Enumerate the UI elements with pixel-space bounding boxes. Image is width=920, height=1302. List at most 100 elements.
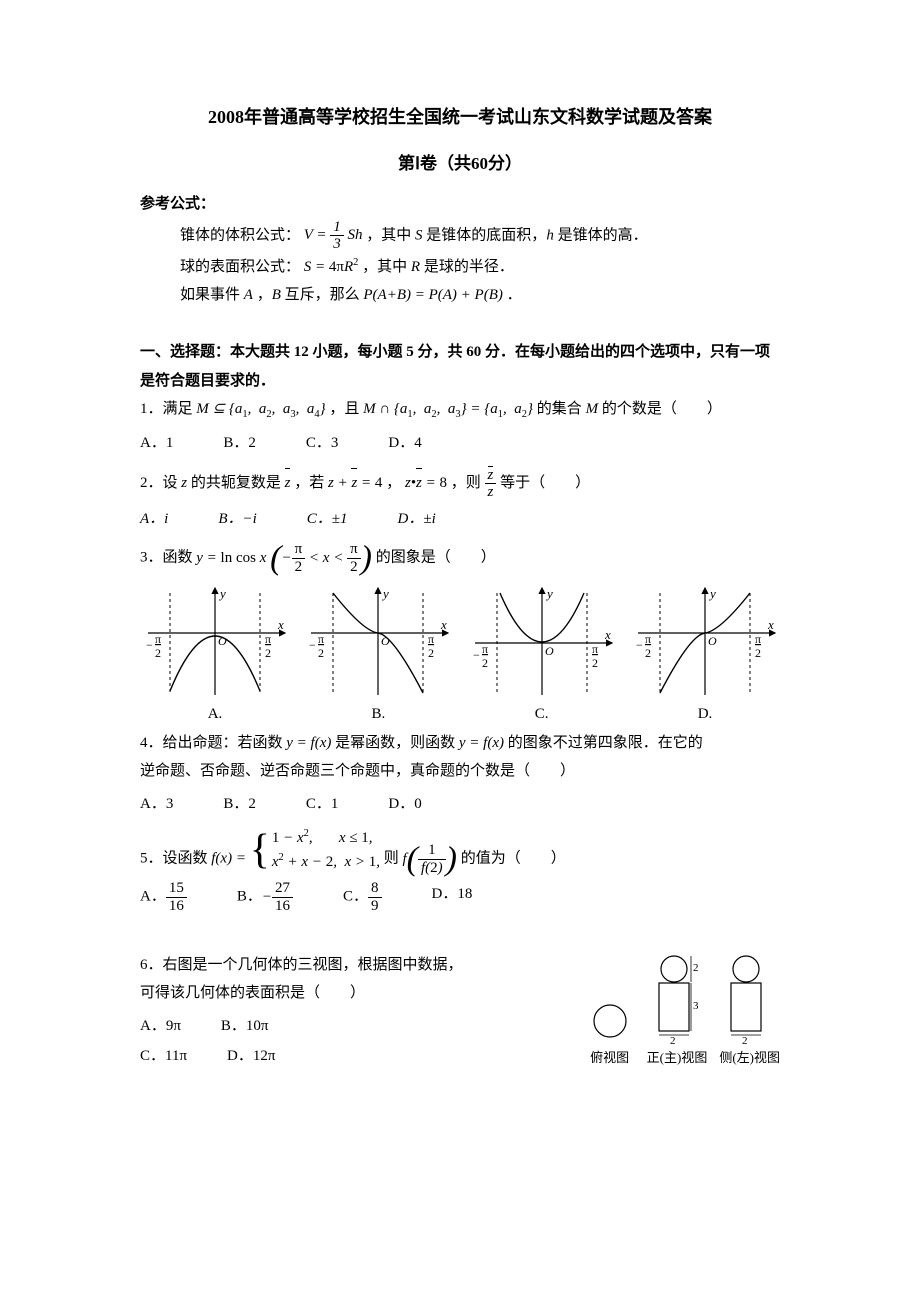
svg-text:2: 2	[155, 646, 161, 660]
graph-b-label: B.	[303, 700, 453, 729]
q2-opt-b: B．−i	[218, 505, 256, 534]
q2-d: ，	[386, 475, 401, 491]
q2-c: ，若	[294, 475, 328, 491]
q6-side-label: 侧(左)视图	[719, 1046, 780, 1071]
svg-text:O: O	[708, 634, 717, 648]
graph-c-label: C.	[467, 700, 617, 729]
svg-text:π: π	[155, 632, 161, 646]
q6-opt-a: A．9π	[140, 1012, 181, 1041]
ref1-a: 锥体的体积公式：	[180, 227, 300, 243]
q6-opt-d: D．12π	[227, 1042, 275, 1071]
ref1-d: 是锥体的高．	[558, 227, 648, 243]
q1-d: 的个数是（ ）	[602, 401, 722, 417]
svg-text:x: x	[604, 627, 611, 642]
ref1-b: ，其中	[366, 227, 415, 243]
q6-views: 俯视图 2 3 2 正(主)视图 2 侧(左)视图	[585, 951, 780, 1071]
svg-text:π: π	[265, 632, 271, 646]
q6-b: 可得该几何体的表面积是（ ）	[140, 979, 567, 1008]
graph-d-label: D.	[630, 700, 780, 729]
q4-opt-c: C．1	[306, 790, 339, 819]
ref3-c: 互斥，那么	[285, 287, 364, 303]
svg-text:2: 2	[318, 646, 324, 660]
ref2-c: 是球的半径．	[424, 259, 514, 275]
svg-text:O: O	[218, 634, 227, 648]
svg-text:y: y	[381, 586, 389, 601]
question-2: 2．设 z 的共轭复数是 z ，若 z + z = 4 ， z•z = 8 ，则…	[140, 466, 780, 501]
svg-text:2: 2	[755, 646, 761, 660]
q3-graphs: y x O − π 2 π 2 A. y x O − π 2 π 2 B.	[140, 583, 780, 729]
q3-b: 的图象是（ ）	[376, 550, 496, 566]
svg-text:x: x	[277, 617, 284, 632]
svg-text:π: π	[318, 632, 324, 646]
svg-text:2: 2	[482, 656, 488, 670]
ref2-a: 球的表面积公式：	[180, 259, 300, 275]
ref1-c: 是锥体的底面积，	[426, 227, 546, 243]
q6-front-label: 正(主)视图	[647, 1046, 708, 1071]
svg-text:x: x	[440, 617, 447, 632]
q4-options: A．3 B．2 C．1 D．0	[140, 790, 780, 819]
graph-b: y x O − π 2 π 2 B.	[303, 583, 453, 729]
q2-b: 的共轭复数是	[191, 475, 285, 491]
q1-opt-d: D．4	[388, 429, 421, 458]
svg-text:π: π	[755, 632, 761, 646]
q3-a: 3．函数	[140, 550, 196, 566]
svg-text:2: 2	[265, 646, 271, 660]
svg-text:π: π	[592, 642, 598, 656]
ref2-b: ，其中	[362, 259, 411, 275]
q5-opt-c: C．89	[343, 880, 382, 914]
q1-b: ，且	[329, 401, 363, 417]
section-1-head: 一、选择题：本大题共 12 小题，每小题 5 分，共 60 分．在每小题给出的四…	[140, 338, 780, 395]
ref3-b: ，	[257, 287, 272, 303]
q1-opt-a: A．1	[140, 429, 173, 458]
svg-text:O: O	[381, 634, 390, 648]
svg-text:2: 2	[428, 646, 434, 660]
ref3-d: ．	[507, 287, 522, 303]
ref-formula-2: 球的表面积公式： S = 4πR2 ，其中 R 是球的半径．	[140, 253, 780, 282]
svg-text:−: −	[146, 638, 153, 652]
graph-a: y x O − π 2 π 2 A.	[140, 583, 290, 729]
q2-opt-c: C．±1	[307, 505, 348, 534]
q5-opt-d: D．18	[432, 880, 473, 914]
page-title: 2008年普通高等学校招生全国统一考试山东文科数学试题及答案	[140, 100, 780, 134]
svg-text:x: x	[767, 617, 774, 632]
svg-text:π: π	[482, 642, 488, 656]
q5-a: 5．设函数	[140, 851, 211, 867]
svg-text:−: −	[473, 648, 480, 662]
ref-head: 参考公式：	[140, 190, 780, 219]
q2-options: A．i B．−i C．±1 D．±i	[140, 505, 780, 534]
q2-opt-a: A．i	[140, 505, 168, 534]
question-6: 6．右图是一个几何体的三视图，根据图中数据， 可得该几何体的表面积是（ ） A．…	[140, 951, 780, 1079]
graph-c: y x O − π 2 π 2 C.	[467, 583, 617, 729]
q4-opt-d: D．0	[388, 790, 421, 819]
q4-c: 的图象不过第四象限．在它的	[508, 735, 703, 751]
q2-f: 等于（ ）	[500, 475, 590, 491]
svg-text:y: y	[545, 586, 553, 601]
question-4: 4．给出命题：若函数 y = f(x) 是幂函数，则函数 y = f(x) 的图…	[140, 729, 780, 758]
question-5: 5．设函数 f(x) = { 1 − x2, x ≤ 1, x2 + x − 2…	[140, 826, 780, 876]
q4-d: 逆命题、否命题、逆否命题三个命题中，真命题的个数是（ ）	[140, 757, 780, 786]
q5-b: 则	[384, 851, 403, 867]
section-subtitle: 第Ⅰ卷（共60分）	[140, 148, 780, 180]
question-3: 3．函数 y = ln cos x (−π2 < x < π2) 的图象是（ ）	[140, 541, 780, 575]
svg-text:−: −	[636, 638, 643, 652]
q1-opt-c: C．3	[306, 429, 339, 458]
ref3-a: 如果事件	[180, 287, 244, 303]
svg-text:2: 2	[592, 656, 598, 670]
question-1: 1．满足 M ⊆ {a1, a2, a3, a4} ，且 M ∩ {a1, a2…	[140, 395, 780, 425]
svg-text:2: 2	[742, 1035, 748, 1046]
ref-formula-3: 如果事件 A ，B 互斥，那么 P(A+B) = P(A) + P(B) ．	[140, 281, 780, 310]
svg-text:π: π	[428, 632, 434, 646]
q4-b: 是幂函数，则函数	[335, 735, 459, 751]
svg-text:−: −	[309, 638, 316, 652]
q4-opt-b: B．2	[223, 790, 256, 819]
q2-e: ，则	[451, 475, 485, 491]
q6-opt-c: C．11π	[140, 1042, 187, 1071]
q1-c: 的集合	[537, 401, 586, 417]
q2-opt-d: D．±i	[398, 505, 436, 534]
q5-c: 的值为（ ）	[461, 851, 566, 867]
q2-a: 2．设	[140, 475, 181, 491]
q1-opt-b: B．2	[223, 429, 256, 458]
svg-text:2: 2	[693, 962, 699, 974]
svg-text:y: y	[218, 586, 226, 601]
svg-text:2: 2	[670, 1035, 676, 1046]
